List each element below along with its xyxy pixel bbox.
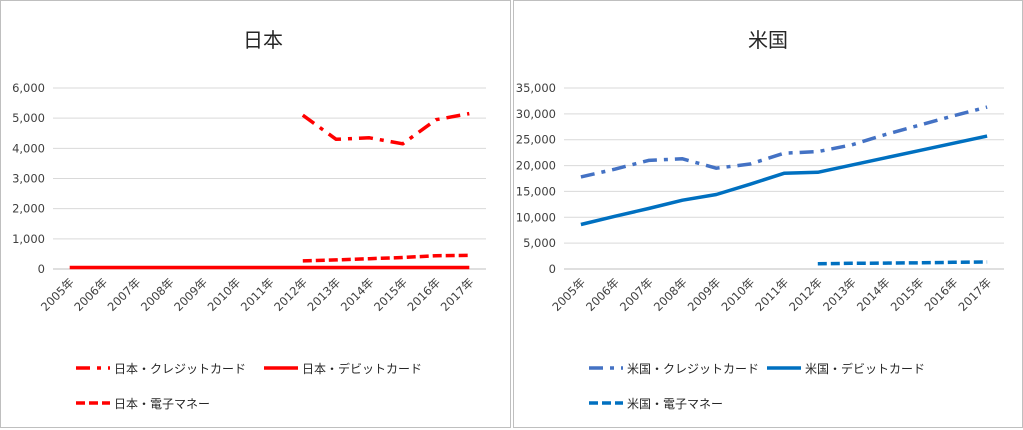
x-tick-label: 2007年	[105, 275, 144, 314]
legend-label: 米国・クレジットカード	[627, 362, 759, 376]
y-tick-label: 20,000	[516, 159, 556, 173]
us-chart: 米国 0 5,000 10,000 15,000 20,000 25,000 30,000 35…	[516, 28, 1004, 411]
legend-label: 日本・デビットカード	[302, 361, 422, 376]
y-tick-label: 3,000	[12, 172, 45, 186]
x-tick-label: 2005年	[38, 275, 77, 314]
y-tick-label: 5,000	[523, 236, 556, 250]
x-tick-label: 2006年	[583, 275, 622, 314]
y-tick-label: 30,000	[516, 107, 556, 121]
series-line	[301, 111, 470, 146]
x-tick-label: 2013年	[305, 275, 344, 314]
y-tick-label: 4,000	[12, 141, 45, 155]
x-tick-label: 2011年	[238, 275, 277, 314]
legend-label: 日本・クレジットカード	[114, 362, 246, 376]
x-tick-label: 2014年	[338, 275, 377, 314]
x-tick-label: 2017年	[955, 275, 994, 314]
x-tick-label: 2012年	[271, 275, 310, 314]
y-tick-label: 5,000	[12, 111, 45, 125]
x-tick-label: 2014年	[854, 275, 893, 314]
japan-chart-panel: 日本 0 1,000 2,000 3,000 4,000 5,000 6,000 2005年 20…	[0, 0, 511, 428]
y-tick-label: 0	[38, 262, 45, 276]
y-tick-label: 25,000	[516, 133, 556, 147]
series-line	[817, 260, 988, 266]
x-tick-label: 2016年	[404, 275, 443, 314]
x-tick-label: 2006年	[71, 275, 110, 314]
legend-label: 米国・デビットカード	[805, 361, 925, 376]
x-tick-label: 2008年	[138, 275, 177, 314]
legend-label: 米国・電子マネー	[627, 397, 723, 411]
x-tick-label: 2011年	[752, 275, 791, 314]
x-tick-label: 2010年	[205, 275, 244, 314]
y-tick-label: 35,000	[516, 81, 556, 95]
chart-title: 日本	[243, 28, 283, 52]
series-line	[302, 253, 470, 263]
x-tick-label: 2009年	[171, 275, 210, 314]
x-tick-label: 2015年	[888, 275, 927, 314]
series-line	[580, 105, 988, 179]
x-tick-label: 2012年	[786, 275, 825, 314]
x-tick-label: 2008年	[651, 275, 690, 314]
x-tick-label: 2017年	[438, 275, 477, 314]
x-tick-label: 2005年	[549, 275, 588, 314]
y-tick-label: 0	[549, 262, 556, 276]
x-tick-label: 2009年	[685, 275, 724, 314]
x-tick-label: 2015年	[371, 275, 410, 314]
x-tick-label: 2013年	[820, 275, 859, 314]
y-tick-label: 2,000	[12, 202, 45, 216]
us-chart-panel: 米国 0 5,000 10,000 15,000 20,000 25,000 30,000 35…	[513, 0, 1023, 428]
y-tick-label: 1,000	[12, 232, 45, 246]
legend-label: 日本・電子マネー	[114, 397, 210, 411]
chart-title: 米国	[748, 28, 788, 52]
japan-chart: 日本01,0002,0003,0004,0005,0006,0002005年20…	[12, 28, 486, 411]
x-tick-label: 2007年	[617, 275, 656, 314]
x-tick-label: 2010年	[719, 275, 758, 314]
y-tick-label: 10,000	[516, 210, 556, 224]
y-tick-label: 15,000	[516, 184, 556, 198]
series-line	[580, 134, 988, 227]
x-tick-label: 2016年	[922, 275, 961, 314]
y-tick-label: 6,000	[12, 81, 45, 95]
